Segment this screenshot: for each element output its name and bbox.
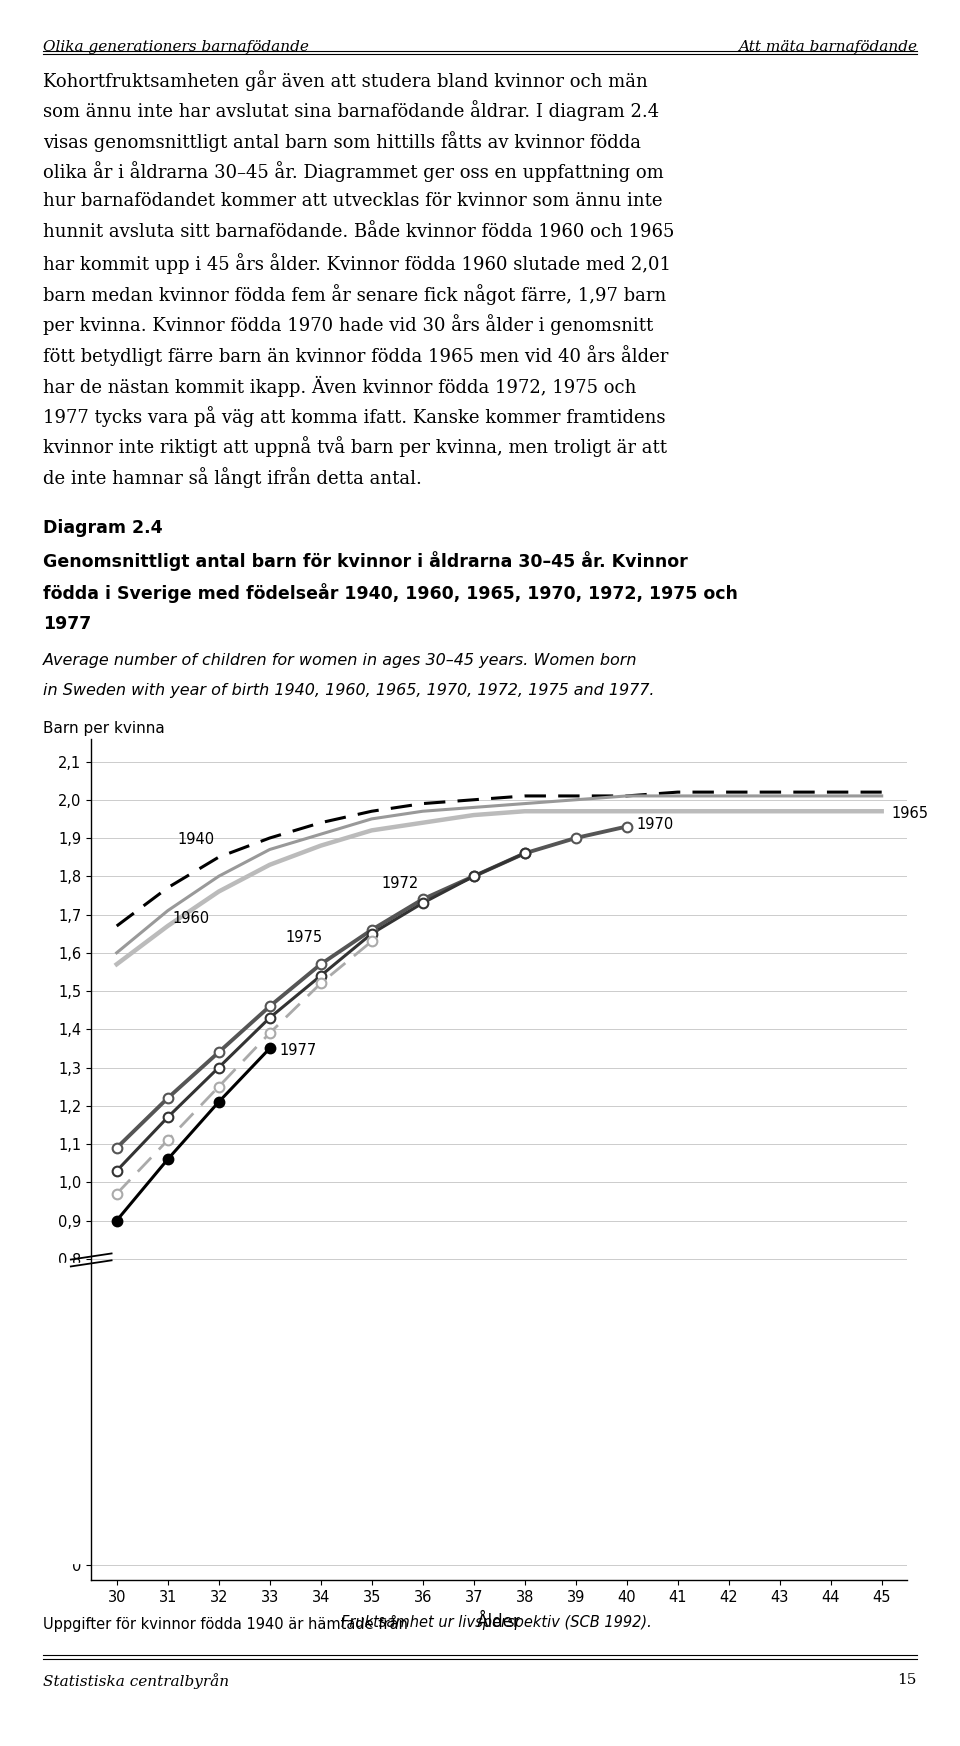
Text: kvinnor inte riktigt att uppnå två barn per kvinna, men troligt är att: kvinnor inte riktigt att uppnå två barn … xyxy=(43,436,667,457)
Text: 15: 15 xyxy=(898,1673,917,1687)
Bar xyxy=(91,1262,933,1563)
Bar xyxy=(51,1262,100,1563)
Text: 1975: 1975 xyxy=(285,931,323,945)
Text: 1977: 1977 xyxy=(43,616,91,634)
Text: Fruktsamhet ur livsperspektiv (SCB 1992).: Fruktsamhet ur livsperspektiv (SCB 1992)… xyxy=(341,1615,652,1631)
Text: 1965: 1965 xyxy=(892,807,929,821)
Text: visas genomsnittligt antal barn som hittills fåtts av kvinnor födda: visas genomsnittligt antal barn som hitt… xyxy=(43,131,641,152)
Text: hur barnafödandet kommer att utvecklas för kvinnor som ännu inte: hur barnafödandet kommer att utvecklas f… xyxy=(43,192,662,210)
Text: som ännu inte har avslutat sina barnafödande åldrar. I diagram 2.4: som ännu inte har avslutat sina barnaföd… xyxy=(43,100,660,122)
Text: fött betydligt färre barn än kvinnor födda 1965 men vid 40 års ålder: fött betydligt färre barn än kvinnor föd… xyxy=(43,346,668,367)
Text: födda i Sverige med födelseår 1940, 1960, 1965, 1970, 1972, 1975 och: födda i Sverige med födelseår 1940, 1960… xyxy=(43,583,738,602)
Text: de inte hamnar så långt ifrån detta antal.: de inte hamnar så långt ifrån detta anta… xyxy=(43,466,422,489)
Text: 1960: 1960 xyxy=(173,911,210,925)
Text: Average number of children for women in ages 30–45 years. Women born: Average number of children for women in … xyxy=(43,653,637,669)
Text: Diagram 2.4: Diagram 2.4 xyxy=(43,519,163,536)
Text: 1940: 1940 xyxy=(178,833,215,847)
Text: har kommit upp i 45 års ålder. Kvinnor födda 1960 slutade med 2,01: har kommit upp i 45 års ålder. Kvinnor f… xyxy=(43,253,671,274)
Text: per kvinna. Kvinnor födda 1970 hade vid 30 års ålder i genomsnitt: per kvinna. Kvinnor födda 1970 hade vid … xyxy=(43,314,654,335)
Text: 1972: 1972 xyxy=(382,876,420,892)
Text: barn medan kvinnor födda fem år senare fick något färre, 1,97 barn: barn medan kvinnor födda fem år senare f… xyxy=(43,285,666,306)
X-axis label: Ålder: Ålder xyxy=(477,1613,521,1631)
Text: Kohortfruktsamheten går även att studera bland kvinnor och män: Kohortfruktsamheten går även att studera… xyxy=(43,70,648,91)
Text: 1977: 1977 xyxy=(280,1042,317,1058)
Text: 1977 tycks vara på väg att komma ifatt. Kanske kommer framtidens: 1977 tycks vara på väg att komma ifatt. … xyxy=(43,407,665,428)
Text: har de nästan kommit ikapp. Även kvinnor födda 1972, 1975 och: har de nästan kommit ikapp. Även kvinnor… xyxy=(43,375,636,396)
Text: Uppgifter för kvinnor födda 1940 är hämtade från: Uppgifter för kvinnor födda 1940 är hämt… xyxy=(43,1615,413,1633)
Text: in Sweden with year of birth 1940, 1960, 1965, 1970, 1972, 1975 and 1977.: in Sweden with year of birth 1940, 1960,… xyxy=(43,683,655,698)
Text: Att mäta barnafödande: Att mäta barnafödande xyxy=(738,40,917,54)
Text: olika år i åldrarna 30–45 år. Diagrammet ger oss en uppfattning om: olika år i åldrarna 30–45 år. Diagrammet… xyxy=(43,162,664,183)
Text: 1970: 1970 xyxy=(636,817,674,833)
Text: hunnit avsluta sitt barnafödande. Både kvinnor födda 1960 och 1965: hunnit avsluta sitt barnafödande. Både k… xyxy=(43,222,675,241)
Text: Genomsnittligt antal barn för kvinnor i åldrarna 30–45 år. Kvinnor: Genomsnittligt antal barn för kvinnor i … xyxy=(43,552,688,571)
Text: Statistiska centralbyrån: Statistiska centralbyrån xyxy=(43,1673,229,1688)
Text: Barn per kvinna: Barn per kvinna xyxy=(43,721,165,737)
Text: Olika generationers barnafödande: Olika generationers barnafödande xyxy=(43,40,309,54)
